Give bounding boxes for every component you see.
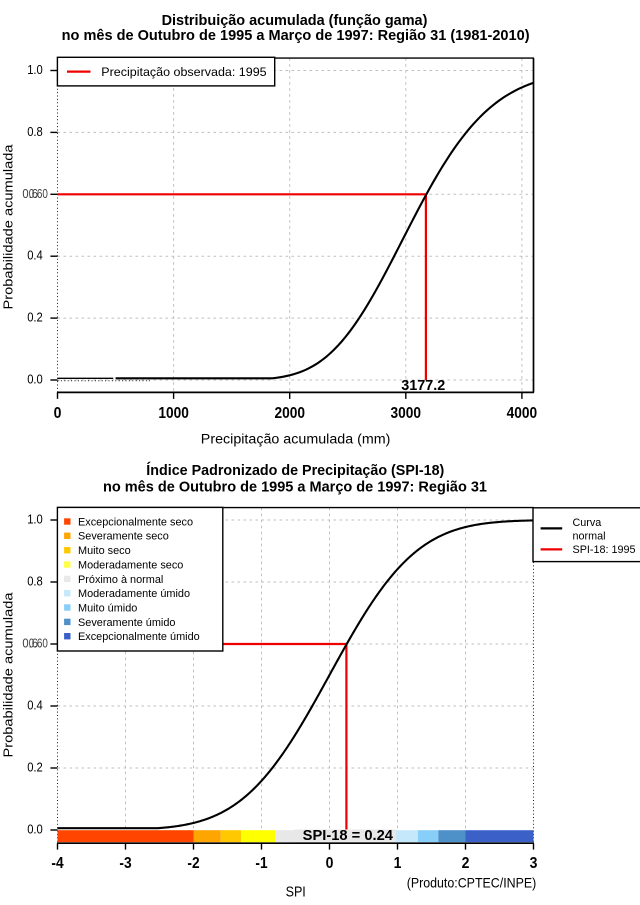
svg-text:0.2: 0.2 (27, 760, 43, 775)
svg-text:SPI-18: 1995: SPI-18: 1995 (573, 544, 636, 556)
svg-text:0: 0 (326, 855, 334, 872)
svg-text:SPI: SPI (286, 884, 306, 900)
svg-text:-4: -4 (51, 855, 63, 872)
svg-text:Distribuição acumulada (função: Distribuição acumulada (função gama) (162, 12, 428, 29)
svg-text:0.60: 0.60 (29, 636, 48, 651)
svg-text:0.8: 0.8 (27, 124, 43, 139)
svg-text:Muito úmido: Muito úmido (78, 602, 137, 614)
svg-text:-1: -1 (255, 855, 267, 872)
svg-text:Precipitação observada: 1995: Precipitação observada: 1995 (101, 65, 266, 79)
svg-text:1.0: 1.0 (27, 62, 43, 77)
svg-text:3: 3 (530, 855, 538, 872)
svg-text:no mês de Outubro de 1995 a Ma: no mês de Outubro de 1995 a Março de 199… (62, 27, 530, 44)
svg-text:normal: normal (573, 530, 606, 542)
svg-text:Moderadamente seco: Moderadamente seco (78, 559, 183, 571)
svg-text:(Produto:CPTEC/INPE): (Produto:CPTEC/INPE) (407, 874, 537, 890)
svg-text:0.2: 0.2 (27, 310, 43, 325)
svg-text:Muito seco: Muito seco (78, 545, 131, 557)
svg-text:no mês de Outubro de 1995 a Ma: no mês de Outubro de 1995 a Março de 199… (103, 479, 487, 496)
svg-text:Precipitação acumulada (mm): Precipitação acumulada (mm) (201, 432, 391, 447)
svg-text:0.0: 0.0 (27, 372, 43, 387)
svg-text:Probabilidade acumulada: Probabilidade acumulada (1, 144, 15, 309)
svg-text:Severamente seco: Severamente seco (78, 531, 169, 543)
svg-text:3177.2: 3177.2 (401, 378, 445, 394)
svg-text:Excepcionalmente seco: Excepcionalmente seco (78, 516, 193, 528)
svg-text:3000: 3000 (391, 405, 422, 422)
svg-text:-2: -2 (187, 855, 199, 872)
svg-text:Severamente úmido: Severamente úmido (78, 617, 175, 629)
svg-text:0.6: 0.6 (22, 186, 38, 201)
svg-text:Probabilidade acumulada: Probabilidade acumulada (1, 592, 15, 757)
svg-text:1000: 1000 (158, 405, 189, 422)
svg-text:2: 2 (462, 855, 470, 872)
svg-text:0.60: 0.60 (29, 186, 48, 201)
svg-text:2000: 2000 (274, 405, 305, 422)
svg-text:1: 1 (394, 855, 402, 872)
svg-text:0.0: 0.0 (27, 822, 43, 837)
svg-text:4000: 4000 (507, 405, 538, 422)
svg-text:Próximo à normal: Próximo à normal (78, 574, 163, 586)
svg-text:Excepcionalmente úmido: Excepcionalmente úmido (78, 631, 200, 643)
svg-text:0.8: 0.8 (27, 574, 43, 589)
svg-text:Índice Padronizado de Precipit: Índice Padronizado de Precipitação (SPI-… (146, 462, 444, 479)
svg-text:SPI-18 = 0.24: SPI-18 = 0.24 (303, 828, 394, 844)
svg-text:0.6: 0.6 (22, 636, 38, 651)
svg-text:0.4: 0.4 (27, 248, 43, 263)
svg-text:-3: -3 (119, 855, 131, 872)
svg-text:1.0: 1.0 (27, 512, 43, 527)
svg-text:Moderadamente úmido: Moderadamente úmido (78, 588, 190, 600)
svg-text:Curva: Curva (573, 517, 602, 529)
svg-text:0: 0 (54, 405, 62, 422)
svg-text:0.4: 0.4 (27, 698, 43, 713)
